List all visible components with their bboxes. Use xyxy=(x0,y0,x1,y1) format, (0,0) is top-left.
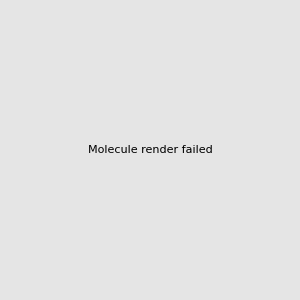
Text: Molecule render failed: Molecule render failed xyxy=(88,145,212,155)
